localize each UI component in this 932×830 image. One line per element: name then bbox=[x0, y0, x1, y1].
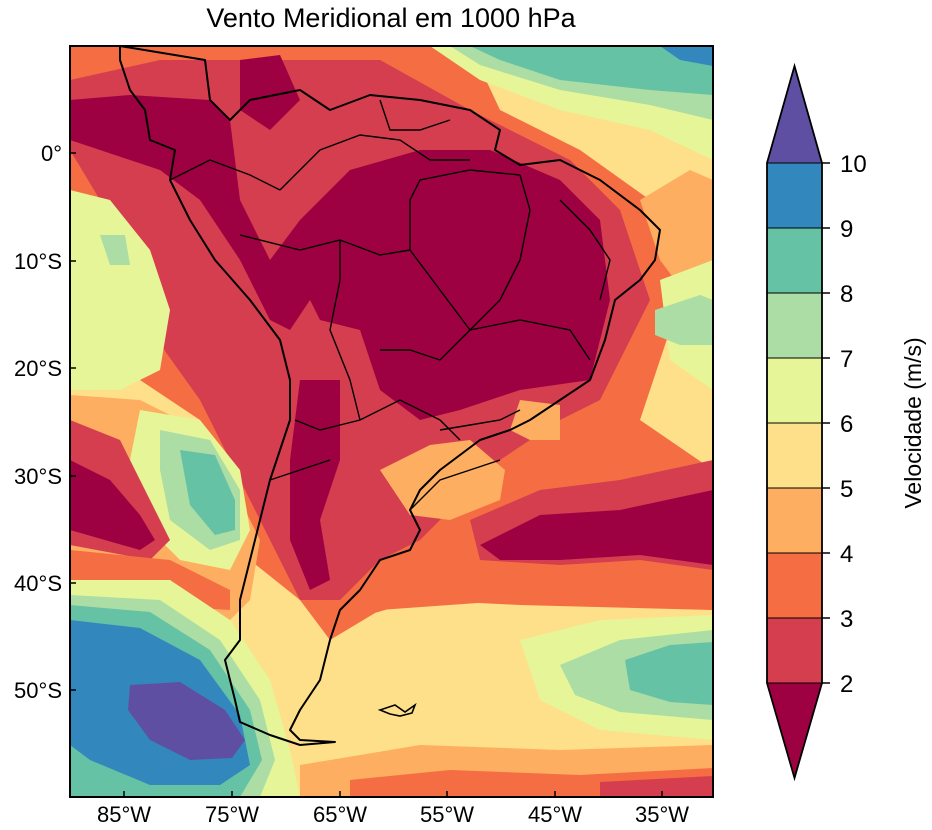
lon-axis: 85°W 75°W 65°W 55°W 45°W 35°W bbox=[97, 791, 689, 827]
colorbar-segment bbox=[767, 358, 822, 423]
map-frame bbox=[69, 45, 714, 798]
colorbar-label: Velocidade (m/s) bbox=[900, 337, 926, 508]
colorbar-tick-label: 10 bbox=[840, 151, 867, 178]
contour-band bbox=[660, 46, 713, 66]
borders bbox=[169, 99, 611, 511]
contour-band bbox=[240, 55, 300, 130]
contour-band bbox=[655, 295, 713, 345]
lat-tick-label: 10°S bbox=[14, 249, 62, 274]
lat-tick-label: 30°S bbox=[14, 464, 62, 489]
lat-tick-label: 20°S bbox=[14, 356, 62, 381]
contour-band bbox=[625, 642, 713, 705]
contour-band bbox=[510, 400, 560, 440]
wind-field bbox=[70, 46, 713, 797]
lon-tick-label: 75°W bbox=[205, 802, 259, 827]
lon-tick-label: 85°W bbox=[97, 802, 151, 827]
lat-tick-label: 50°S bbox=[14, 678, 62, 703]
colorbar-tick-label: 3 bbox=[840, 606, 853, 633]
lon-tick-label: 35°W bbox=[635, 802, 689, 827]
colorbar-tick-label: 2 bbox=[840, 671, 853, 698]
colorbar-tick-label: 7 bbox=[840, 346, 853, 373]
contour-band bbox=[128, 682, 245, 760]
colorbar-tick-label: 4 bbox=[840, 541, 853, 568]
lat-tick-label: 0° bbox=[41, 141, 62, 166]
contour-band bbox=[380, 440, 505, 520]
colorbar-segment bbox=[767, 163, 822, 228]
map-title: Vento Meridional em 1000 hPa bbox=[206, 3, 576, 33]
lat-axis: 0° 10°S 20°S 30°S 40°S 50°S bbox=[14, 141, 76, 703]
contour-band bbox=[70, 190, 170, 390]
colorbar-segment bbox=[767, 488, 822, 553]
colorbar-extend-low bbox=[767, 683, 822, 778]
contour-band bbox=[180, 450, 235, 535]
lon-tick-label: 55°W bbox=[420, 802, 474, 827]
colorbar-segment bbox=[767, 553, 822, 618]
contour-band bbox=[290, 380, 340, 590]
colorbar-segment bbox=[767, 228, 822, 293]
colorbar-segment bbox=[767, 618, 822, 683]
contour-band bbox=[470, 46, 713, 95]
colorbar-segment bbox=[767, 423, 822, 488]
colorbar-segment bbox=[767, 293, 822, 358]
lon-tick-label: 45°W bbox=[528, 802, 582, 827]
lat-tick-label: 40°S bbox=[14, 571, 62, 596]
colorbar-tick-label: 5 bbox=[840, 476, 853, 503]
colorbar-tick-label: 9 bbox=[840, 216, 853, 243]
contour-band bbox=[600, 776, 713, 797]
contour-band bbox=[350, 560, 713, 620]
coastline bbox=[119, 46, 661, 746]
colorbar-tick-label: 6 bbox=[840, 411, 853, 438]
lon-tick-label: 65°W bbox=[313, 802, 367, 827]
contour-band bbox=[100, 235, 130, 265]
contour-band bbox=[480, 490, 713, 565]
colorbar-tick-label: 8 bbox=[840, 281, 853, 308]
colorbar: 2 3 4 5 6 7 8 9 10 bbox=[766, 62, 867, 782]
contour-band bbox=[70, 460, 155, 550]
colorbar-extend-high bbox=[767, 66, 822, 163]
falkland-islands bbox=[377, 702, 417, 717]
